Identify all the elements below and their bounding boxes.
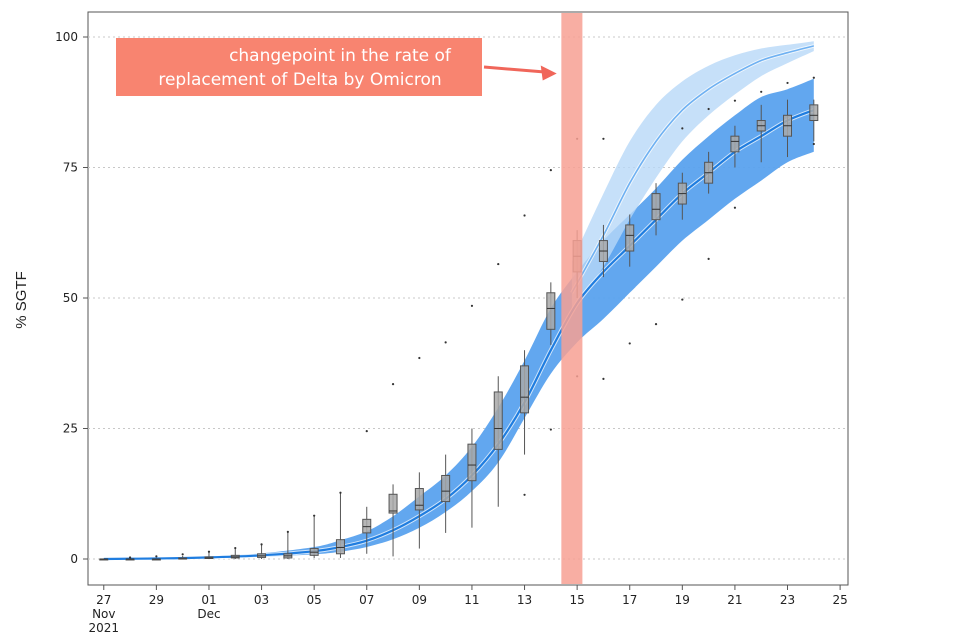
- outlier-point: [391, 383, 395, 386]
- x-tick-label: 01: [201, 593, 216, 607]
- x-tick-label: 15: [569, 593, 584, 607]
- outlier-point: [760, 90, 763, 93]
- boxplot-box: [651, 193, 661, 221]
- outlier-point: [786, 81, 789, 85]
- boxplot-box: [520, 365, 530, 414]
- outlier-point: [549, 428, 552, 431]
- outlier-point: [339, 491, 342, 494]
- outlier-point: [313, 514, 316, 517]
- boxplot-box: [441, 474, 451, 503]
- x-tick-label: 09: [412, 593, 427, 607]
- y-tick-label: 25: [63, 422, 78, 436]
- outlier-point: [812, 76, 815, 79]
- x-tick-label: 29: [149, 593, 164, 607]
- boxplot-box: [546, 292, 556, 330]
- outlier-point: [181, 553, 184, 556]
- outlier-point: [260, 543, 263, 546]
- boxplot-box: [335, 539, 345, 555]
- outlier-point: [470, 304, 474, 307]
- outlier-point: [707, 107, 710, 111]
- outlier-point: [812, 142, 815, 146]
- y-tick-label: 75: [63, 161, 78, 175]
- outlier-point: [602, 377, 605, 381]
- changepoint-band: [561, 13, 583, 584]
- outlier-point: [733, 206, 737, 209]
- x-tick-label: 13: [517, 593, 532, 607]
- annotation-arrow-shaft: [483, 65, 545, 74]
- x-tick-label: 25: [832, 593, 847, 607]
- outlier-point: [418, 356, 421, 360]
- outlier-point: [549, 169, 552, 172]
- x-tick-label: 19: [675, 593, 690, 607]
- annotation-box: [116, 38, 482, 96]
- x-tick-label: 17: [622, 593, 637, 607]
- outlier-point: [523, 493, 526, 496]
- outlier-point: [444, 341, 447, 344]
- changepoint-fit-line: [571, 45, 814, 294]
- boxplot-box: [362, 518, 372, 534]
- changepoint-annotation: changepoint in the rate of replacement o…: [116, 38, 557, 96]
- x-tick-label: 05: [307, 593, 322, 607]
- outlier-point: [523, 214, 526, 217]
- x-tick-label: 07: [359, 593, 374, 607]
- main-credible-band: [103, 78, 814, 560]
- outlier-point: [128, 556, 132, 559]
- changepoint-region: [561, 13, 583, 584]
- outlier-point: [628, 342, 631, 345]
- x-tick-label: 11: [464, 593, 479, 607]
- annotation-line-1: changepoint in the rate of: [229, 46, 452, 66]
- boxplot-box: [388, 493, 398, 514]
- y-tick-label: 50: [63, 291, 78, 305]
- annotation-arrow-head: [540, 65, 557, 81]
- x-tick-label: 2021: [89, 621, 120, 635]
- credible-bands: [103, 41, 814, 560]
- outlier-point: [497, 262, 500, 266]
- outlier-point: [207, 550, 211, 553]
- y-tick-label: 0: [70, 552, 78, 566]
- y-axis-label: % SGTF: [13, 271, 30, 329]
- x-tick-label: 21: [727, 593, 742, 607]
- outlier-point: [602, 137, 605, 140]
- outlier-point: [286, 530, 289, 533]
- x-tick-label: 03: [254, 593, 269, 607]
- outlier-point: [654, 323, 658, 326]
- outlier-point: [234, 546, 237, 550]
- x-tick-label: Dec: [197, 607, 220, 621]
- y-tick-label: 100: [55, 30, 78, 44]
- outlier-point: [681, 127, 684, 130]
- outlier-point: [707, 257, 710, 260]
- x-tick-label: 27: [96, 593, 111, 607]
- x-tick-label: Nov: [92, 607, 115, 621]
- boxplot-box: [467, 443, 477, 482]
- boxplot-box: [809, 104, 819, 122]
- outlier-point: [365, 430, 368, 433]
- boxplot-box: [625, 224, 635, 252]
- annotation-line-2: replacement of Delta by Omicron: [158, 70, 441, 90]
- boxplot-box: [730, 135, 740, 153]
- outlier-point: [681, 298, 684, 301]
- annotation-arrow: [483, 65, 557, 81]
- outlier-points: [128, 76, 815, 559]
- boxplot-box: [414, 488, 424, 511]
- boxplot-box: [493, 391, 503, 450]
- changepoint-credible-band: [571, 41, 814, 314]
- outlier-point: [733, 99, 737, 102]
- x-tick-label: 23: [780, 593, 795, 607]
- outlier-point: [155, 555, 158, 558]
